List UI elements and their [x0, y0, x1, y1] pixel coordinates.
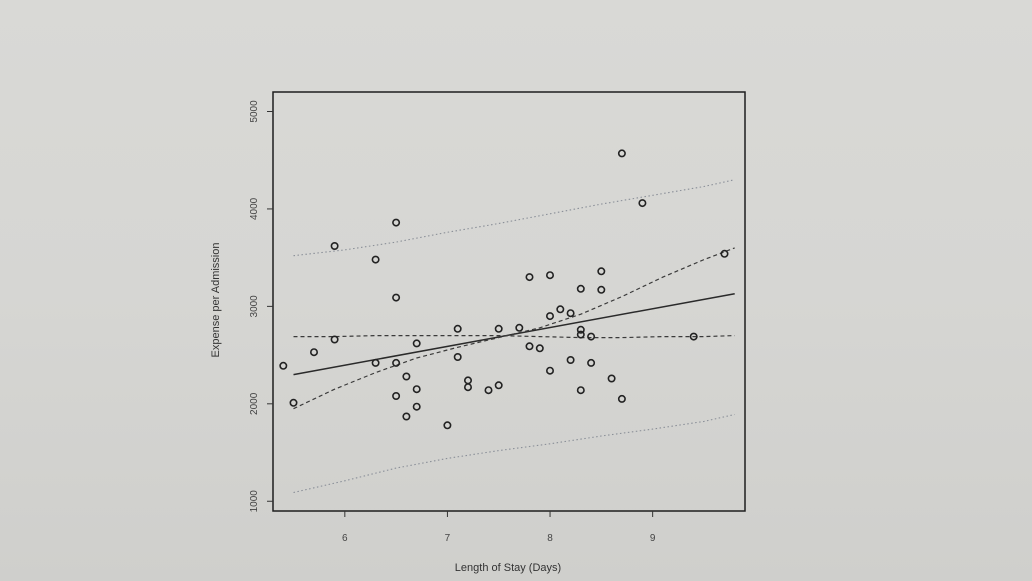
x-tick-label: 8 — [547, 533, 553, 544]
data-point-46 — [689, 332, 698, 341]
data-point-45 — [638, 199, 647, 208]
data-point-6 — [371, 358, 380, 367]
confidence-band-line-2 — [293, 335, 735, 339]
data-point-23 — [494, 381, 503, 390]
y-tick-label: 3000 — [249, 295, 260, 318]
data-point-16 — [443, 421, 452, 430]
data-point-18 — [453, 352, 462, 361]
data-point-28 — [545, 271, 554, 280]
data-point-10 — [392, 391, 401, 400]
data-point-8 — [392, 293, 401, 302]
data-point-40 — [597, 267, 606, 276]
data-point-34 — [576, 284, 585, 293]
data-point-35 — [576, 325, 585, 334]
data-point-27 — [535, 344, 544, 353]
confidence-band-line-1 — [293, 247, 735, 410]
x-tick-label: 7 — [445, 533, 451, 544]
data-point-19 — [463, 376, 472, 385]
data-point-32 — [566, 309, 575, 318]
data-point-47 — [720, 249, 729, 258]
data-point-0 — [279, 361, 288, 370]
data-point-4 — [330, 335, 339, 344]
data-point-25 — [525, 273, 534, 282]
data-point-14 — [412, 385, 421, 394]
y-tick-label: 4000 — [249, 197, 260, 220]
x-ticks-layer: 6 7 8 9 — [342, 511, 656, 544]
data-point-15 — [412, 402, 421, 411]
prediction-band-line-3 — [293, 179, 735, 257]
data-point-17 — [453, 324, 462, 333]
data-point-30 — [545, 366, 554, 375]
data-point-36 — [576, 330, 585, 339]
data-point-5 — [371, 255, 380, 264]
x-tick-label: 6 — [342, 533, 348, 544]
data-point-43 — [617, 149, 626, 158]
y-tick-label: 2000 — [249, 392, 260, 415]
data-point-33 — [566, 355, 575, 364]
data-point-2 — [309, 348, 318, 357]
data-point-26 — [525, 342, 534, 351]
y-tick-label: 1000 — [249, 490, 260, 513]
data-point-29 — [545, 312, 554, 321]
data-point-7 — [392, 218, 401, 227]
data-point-39 — [587, 358, 596, 367]
data-point-38 — [587, 332, 596, 341]
y-tick-label: 5000 — [249, 100, 260, 123]
data-point-13 — [412, 339, 421, 348]
data-point-22 — [494, 324, 503, 333]
data-point-42 — [607, 374, 616, 383]
data-point-20 — [463, 383, 472, 392]
points-layer — [279, 149, 729, 430]
y-axis-title: Expense per Admission — [210, 243, 222, 358]
data-point-44 — [617, 394, 626, 403]
data-point-9 — [392, 358, 401, 367]
y-ticks-layer: 1000 2000 3000 4000 5000 — [249, 100, 273, 512]
x-axis-title: Length of Stay (Days) — [455, 562, 561, 574]
data-point-37 — [576, 386, 585, 395]
data-point-1 — [289, 398, 298, 407]
data-point-11 — [402, 372, 411, 381]
prediction-band-line-4 — [293, 413, 735, 494]
data-point-12 — [402, 412, 411, 421]
data-point-41 — [597, 285, 606, 294]
plot-frame — [272, 91, 746, 512]
data-point-3 — [330, 242, 339, 251]
fit-lines-layer — [293, 179, 735, 494]
data-point-31 — [556, 305, 565, 314]
data-point-24 — [515, 323, 524, 332]
x-tick-label: 9 — [650, 533, 656, 544]
data-point-21 — [484, 386, 493, 395]
